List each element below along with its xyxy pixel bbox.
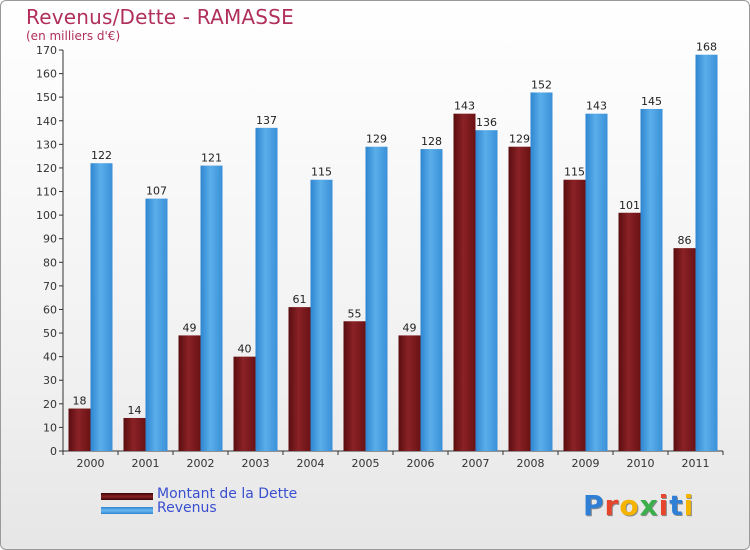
data-label: 145	[641, 95, 662, 108]
x-tick-label: 2010	[627, 457, 655, 470]
data-label: 128	[421, 135, 442, 148]
x-tick-label: 2009	[572, 457, 600, 470]
y-tick-label: 110	[36, 186, 57, 199]
y-tick-label: 160	[36, 68, 57, 81]
bar-revenue	[530, 92, 553, 451]
bar-revenue	[365, 146, 388, 451]
x-tick-label: 2008	[517, 457, 545, 470]
bar-debt	[343, 321, 366, 451]
data-label: 107	[146, 185, 167, 198]
bar-revenue	[255, 127, 278, 451]
bar-revenue	[640, 108, 663, 452]
data-label: 115	[564, 166, 585, 179]
x-tick-label: 2000	[77, 457, 105, 470]
data-label: 18	[73, 395, 87, 408]
data-label: 40	[238, 343, 252, 356]
logo-letter: x	[639, 489, 659, 522]
bar-debt	[178, 335, 201, 451]
bar-revenue	[145, 198, 168, 451]
data-label: 168	[696, 41, 717, 54]
y-tick-label: 100	[36, 209, 57, 222]
data-label: 121	[201, 152, 222, 165]
x-tick-label: 2004	[297, 457, 325, 470]
legend-swatch-revenue	[101, 507, 153, 514]
data-label: 14	[128, 404, 142, 417]
data-label: 86	[678, 234, 692, 247]
bar-debt	[123, 417, 146, 451]
legend-label-revenue: Revenus	[157, 500, 217, 516]
x-tick-label: 2002	[187, 457, 215, 470]
y-tick-label: 20	[43, 398, 57, 411]
x-tick-label: 2005	[352, 457, 380, 470]
data-label: 49	[403, 321, 417, 334]
legend-label-debt: Montant de la Dette	[157, 486, 298, 502]
y-tick-label: 150	[36, 91, 57, 104]
bar-revenue	[695, 54, 718, 451]
bar-revenue	[475, 130, 498, 451]
data-label: 115	[311, 166, 332, 179]
bar-debt	[288, 307, 311, 451]
x-tick-label: 2006	[407, 457, 435, 470]
logo-letter: r	[604, 489, 620, 522]
bar-revenue	[585, 113, 608, 451]
logo-letter: i	[658, 489, 670, 522]
bar-revenue	[200, 165, 223, 452]
y-tick-label: 130	[36, 138, 57, 151]
y-tick-label: 90	[43, 233, 57, 246]
proxiti-logo: Proxiti	[583, 489, 694, 522]
bar-debt	[453, 113, 476, 451]
y-tick-label: 170	[36, 44, 57, 57]
bar-revenue	[90, 163, 113, 452]
y-tick-label: 140	[36, 115, 57, 128]
logo-letter: i	[683, 489, 695, 522]
x-tick-label: 2003	[242, 457, 270, 470]
bar-debt	[508, 146, 531, 451]
data-label: 137	[256, 114, 277, 127]
bar-debt	[673, 248, 696, 451]
data-label: 55	[348, 307, 362, 320]
logo-letter: t	[669, 489, 684, 522]
data-label: 136	[476, 116, 497, 129]
bar-debt	[398, 335, 421, 451]
data-label: 101	[619, 199, 640, 212]
y-tick-label: 60	[43, 303, 57, 316]
y-tick-label: 30	[43, 374, 57, 387]
data-label: 49	[183, 321, 197, 334]
legend-swatch-debt	[101, 493, 153, 500]
bar-revenue	[420, 149, 443, 451]
data-label: 61	[293, 293, 307, 306]
y-tick-label: 10	[43, 421, 57, 434]
bar-debt	[233, 356, 256, 451]
x-tick-label: 2011	[682, 457, 710, 470]
y-tick-label: 120	[36, 162, 57, 175]
data-label: 143	[586, 100, 607, 113]
chart-subtitle: (en milliers d'€)	[26, 29, 121, 43]
logo-letter: P	[583, 489, 605, 522]
data-label: 143	[454, 100, 475, 113]
data-label: 152	[531, 78, 552, 91]
y-tick-label: 70	[43, 280, 57, 293]
y-tick-label: 0	[50, 445, 57, 458]
logo-letter: o	[619, 489, 640, 522]
bar-revenue	[310, 179, 333, 451]
bar-debt	[68, 408, 91, 451]
x-tick-label: 2001	[132, 457, 160, 470]
data-label: 122	[91, 149, 112, 162]
bar-debt	[618, 212, 641, 451]
bar-debt	[563, 179, 586, 451]
data-label: 129	[509, 133, 530, 146]
chart-title: Revenus/Dette - RAMASSE	[26, 5, 294, 29]
y-tick-label: 80	[43, 256, 57, 269]
y-tick-label: 50	[43, 327, 57, 340]
data-label: 129	[366, 133, 387, 146]
x-tick-label: 2007	[462, 457, 490, 470]
y-tick-label: 40	[43, 351, 57, 364]
